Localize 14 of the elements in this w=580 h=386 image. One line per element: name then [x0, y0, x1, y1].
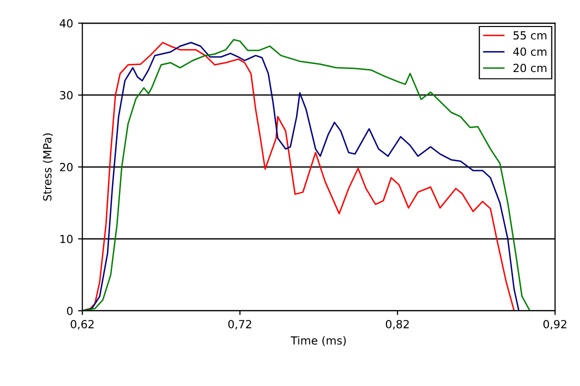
- y-tick-label: 30: [60, 91, 73, 100]
- legend-label: 40 cm: [513, 47, 546, 56]
- y-tick-label: 0: [66, 306, 73, 316]
- legend-label: 55 cm: [514, 31, 546, 40]
- legend-label: 20 cm: [513, 64, 546, 72]
- y-tick-label: 40: [60, 19, 73, 28]
- x-tick-label: 0,72: [228, 320, 252, 330]
- y-tick-label: 20: [60, 162, 73, 172]
- x-tick-label: 0,62: [70, 320, 94, 330]
- y-tick-label: 10: [60, 234, 73, 244]
- y-axis-title: Stress (MPa): [42, 133, 53, 201]
- x-tick-label: 0,82: [386, 320, 409, 330]
- x-axis-title: Time (ms): [290, 336, 346, 346]
- x-tick-label: 0,92: [543, 320, 566, 330]
